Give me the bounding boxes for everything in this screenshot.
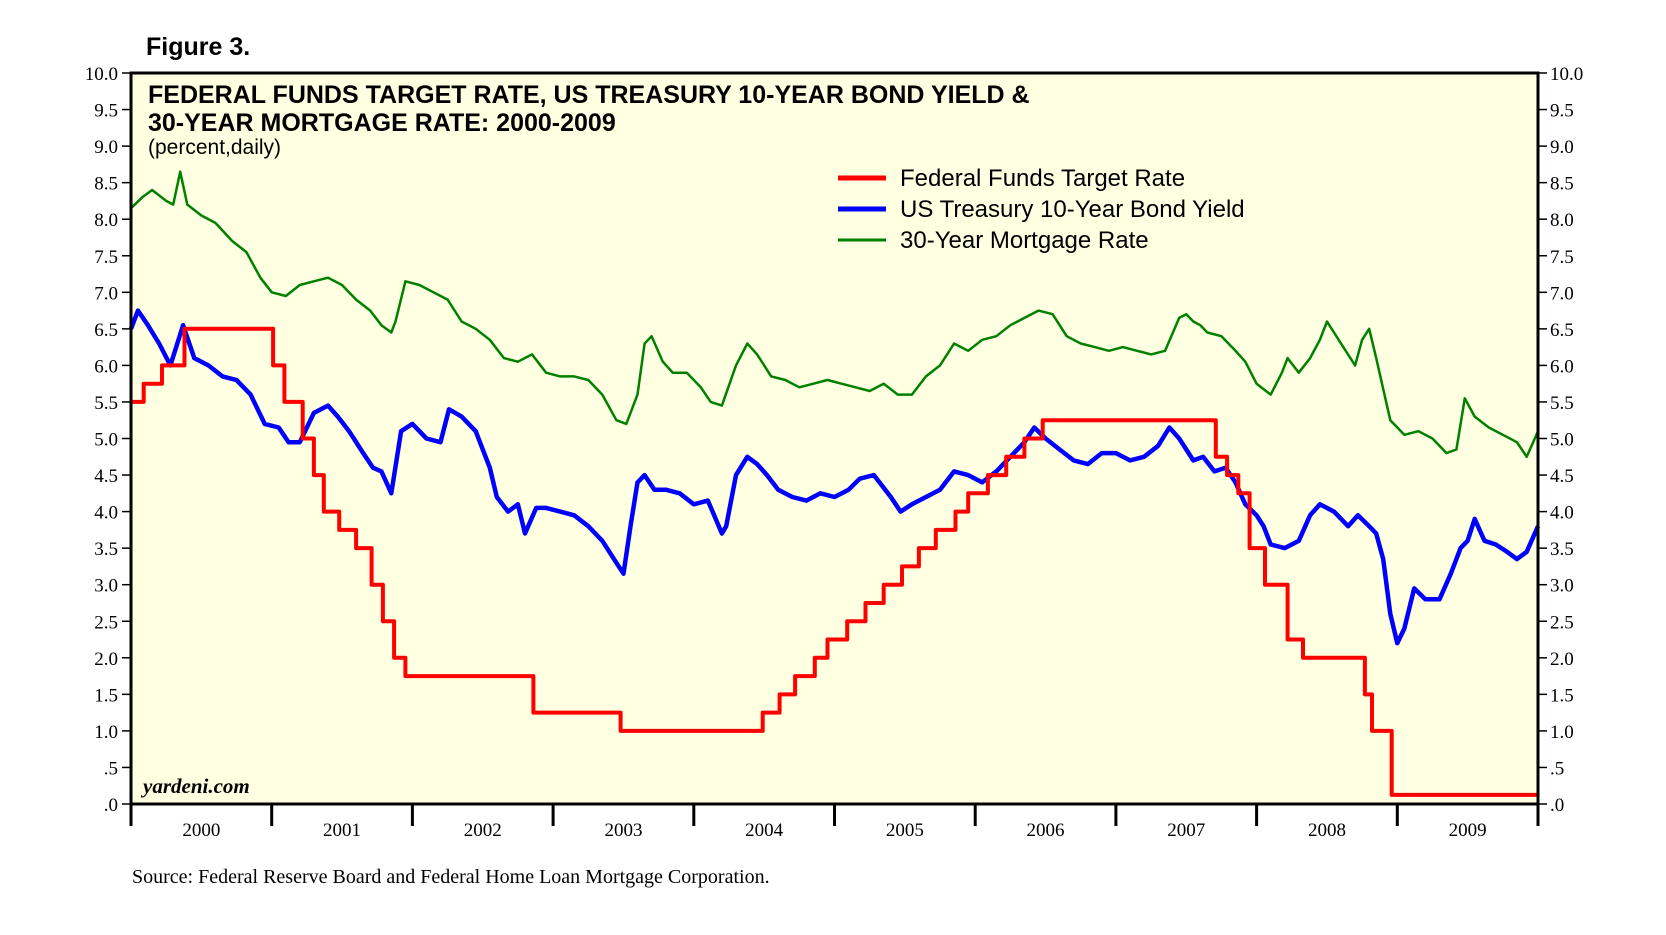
series-line-30-year-mortgage-rate xyxy=(130,170,1540,459)
y-tick-label-right: 5.5 xyxy=(1550,393,1574,414)
y-tick-label-left: 5.0 xyxy=(94,430,118,451)
source-note: Source: Federal Reserve Board and Federa… xyxy=(132,866,770,888)
y-tick-label-left: .5 xyxy=(104,758,118,779)
x-tick-label: 2005 xyxy=(886,820,924,841)
y-tick-label-left: 1.5 xyxy=(94,685,118,706)
x-tick-label: 2006 xyxy=(1027,820,1065,841)
y-tick-label-right: 10.0 xyxy=(1550,64,1583,85)
x-tick-label: 2002 xyxy=(464,820,502,841)
y-tick-label-left: 2.5 xyxy=(94,612,118,633)
plot-area xyxy=(131,73,1538,804)
chart-title-line1: FEDERAL FUNDS TARGET RATE, US TREASURY 1… xyxy=(148,81,1030,109)
y-tick-label-left: 7.5 xyxy=(94,247,118,268)
y-tick-label-right: .5 xyxy=(1550,758,1564,779)
x-tick-label: 2003 xyxy=(604,820,642,841)
y-tick-label-right: 9.5 xyxy=(1550,101,1574,122)
y-tick-label-left: 6.0 xyxy=(94,356,118,377)
y-tick-label-right: 7.5 xyxy=(1550,247,1574,268)
legend-label: 30-Year Mortgage Rate xyxy=(900,227,1149,254)
y-tick-label-right: 6.0 xyxy=(1550,356,1574,377)
y-tick-label-left: 9.5 xyxy=(94,101,118,122)
y-tick-label-right: 8.5 xyxy=(1550,174,1574,195)
x-tick-label: 2001 xyxy=(323,820,361,841)
y-tick-label-left: 2.0 xyxy=(94,649,118,670)
y-tick-label-right: 1.0 xyxy=(1550,722,1574,743)
series-lines xyxy=(128,170,1541,797)
y-tick-label-right: 3.5 xyxy=(1550,539,1574,560)
y-tick-label-left: 8.0 xyxy=(94,210,118,231)
watermark: yardeni.com xyxy=(140,774,250,798)
series-line-us-treasury-10-year-bond-yield xyxy=(128,308,1541,646)
y-tick-label-left: 1.0 xyxy=(94,722,118,743)
y-tick-label-left: 7.0 xyxy=(94,283,118,304)
x-tick-label: 2008 xyxy=(1308,820,1346,841)
y-tick-label-left: 9.0 xyxy=(94,137,118,158)
y-tick-label-left: 10.0 xyxy=(85,64,118,85)
y-axis-left: .0 .5 1.0 1.5 2.0 2.5 3.0 3.5 4.0 4.5 5.0 5.5 6.0 6.5… xyxy=(85,64,131,816)
y-tick-label-right: 2.5 xyxy=(1550,612,1574,633)
y-tick-label-right: 1.5 xyxy=(1550,685,1574,706)
y-tick-label-right: .0 xyxy=(1550,795,1564,816)
legend: Federal Funds Target Rate US Treasury 10-… xyxy=(838,165,1245,254)
y-tick-label-right: 6.5 xyxy=(1550,320,1574,341)
x-tick-label: 2009 xyxy=(1449,820,1487,841)
legend-label: US Treasury 10-Year Bond Yield xyxy=(900,196,1245,223)
y-tick-label-left: 6.5 xyxy=(94,320,118,341)
y-tick-label-left: 3.5 xyxy=(94,539,118,560)
y-tick-label-left: 5.5 xyxy=(94,393,118,414)
y-tick-label-right: 9.0 xyxy=(1550,137,1574,158)
legend-label: Federal Funds Target Rate xyxy=(900,165,1185,192)
y-tick-label-left: 4.0 xyxy=(94,503,118,524)
x-axis: 2000 2001 2002 2003 2004 2005 2006 2007 2008 2009 xyxy=(129,804,1540,841)
y-tick-label-right: 4.0 xyxy=(1550,503,1574,524)
y-tick-label-right: 4.5 xyxy=(1550,466,1574,487)
figure-label: Figure 3. xyxy=(146,33,250,61)
y-tick-label-right: 5.0 xyxy=(1550,430,1574,451)
y-tick-label-left: 8.5 xyxy=(94,174,118,195)
y-tick-label-left: 3.0 xyxy=(94,576,118,597)
chart-title-line2: 30-YEAR MORTGAGE RATE: 2000-2009 xyxy=(148,109,616,137)
y-tick-label-left: .0 xyxy=(104,795,118,816)
y-tick-label-right: 7.0 xyxy=(1550,283,1574,304)
x-tick-label: 2000 xyxy=(182,820,220,841)
y-tick-label-left: 4.5 xyxy=(94,466,118,487)
x-tick-label: 2004 xyxy=(745,820,784,841)
y-tick-label-right: 3.0 xyxy=(1550,576,1574,597)
y-axis-right: .0 .5 1.0 1.5 2.0 2.5 3.0 3.5 4.0 4.5 5.0 5.5 6.0 6.5… xyxy=(1538,64,1583,816)
y-tick-label-right: 8.0 xyxy=(1550,210,1574,231)
series-line-federal-funds-target-rate xyxy=(131,326,1538,797)
x-tick-label: 2007 xyxy=(1167,820,1205,841)
y-tick-label-right: 2.0 xyxy=(1550,649,1574,670)
chart-subtitle: (percent,daily) xyxy=(148,136,281,159)
